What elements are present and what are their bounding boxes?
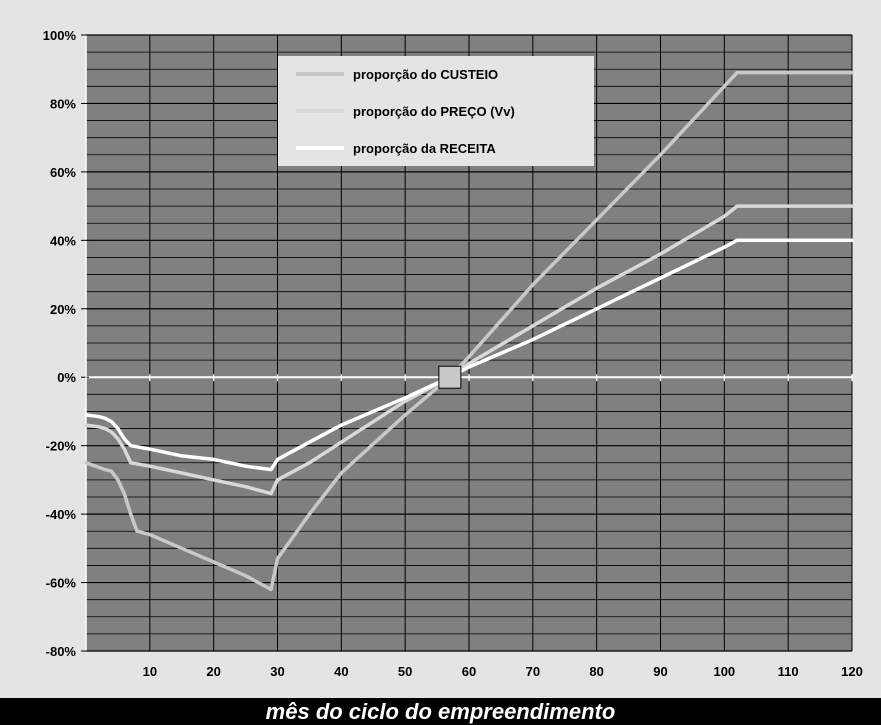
y-tick-label: 0% xyxy=(57,370,76,385)
y-tick-label: 100% xyxy=(43,28,77,43)
y-tick-label: -80% xyxy=(46,644,77,659)
x-tick-label: 80 xyxy=(589,664,603,679)
y-tick-label: -40% xyxy=(46,507,77,522)
axes xyxy=(81,34,853,652)
y-tick-label: 80% xyxy=(50,96,76,111)
series-lines xyxy=(84,70,854,592)
x-tick-label: 50 xyxy=(398,664,412,679)
breakeven-marker xyxy=(438,365,462,389)
x-axis-title-bar xyxy=(0,698,881,725)
legend-label: proporção da RECEITA xyxy=(353,141,496,156)
x-tick-label: 110 xyxy=(778,664,799,679)
y-tick-label: -60% xyxy=(46,576,77,591)
series-line-3 xyxy=(84,238,854,472)
x-tick-label: 10 xyxy=(143,664,157,679)
grid xyxy=(86,34,853,652)
breakeven-square xyxy=(438,365,462,389)
x-tick-label: 90 xyxy=(653,664,667,679)
x-tick-label: 20 xyxy=(206,664,220,679)
x-tick-label: 60 xyxy=(462,664,476,679)
series-line-1 xyxy=(84,70,854,592)
x-tick-label: 120 xyxy=(841,664,863,679)
y-tick-label: 20% xyxy=(50,302,76,317)
y-tick-label: -20% xyxy=(46,439,77,454)
x-tick-label: 30 xyxy=(270,664,284,679)
x-axis-title: mês do ciclo do empreendimento xyxy=(265,699,616,724)
y-tick-label: 40% xyxy=(50,233,76,248)
legend-label: proporção do PREÇO (Vv) xyxy=(353,104,515,119)
legend: proporção do CUSTEIO proporção do PREÇO (… xyxy=(278,56,594,166)
chart: -80% -60% -40% -20% 0% 20% 40% 60% 80% 100% 10 20 3… xyxy=(43,28,863,679)
series-line-2 xyxy=(84,204,854,496)
x-tick-label: 100 xyxy=(713,664,735,679)
legend-label: proporção do CUSTEIO xyxy=(353,67,498,82)
y-tick-label: 60% xyxy=(50,165,76,180)
x-tick-label: 40 xyxy=(334,664,348,679)
x-tick-labels: 10 20 30 40 50 60 70 80 90 100 110 120 xyxy=(143,664,863,679)
x-tick-label: 70 xyxy=(526,664,540,679)
y-tick-labels: -80% -60% -40% -20% 0% 20% 40% 60% 80% 100% xyxy=(43,28,77,659)
